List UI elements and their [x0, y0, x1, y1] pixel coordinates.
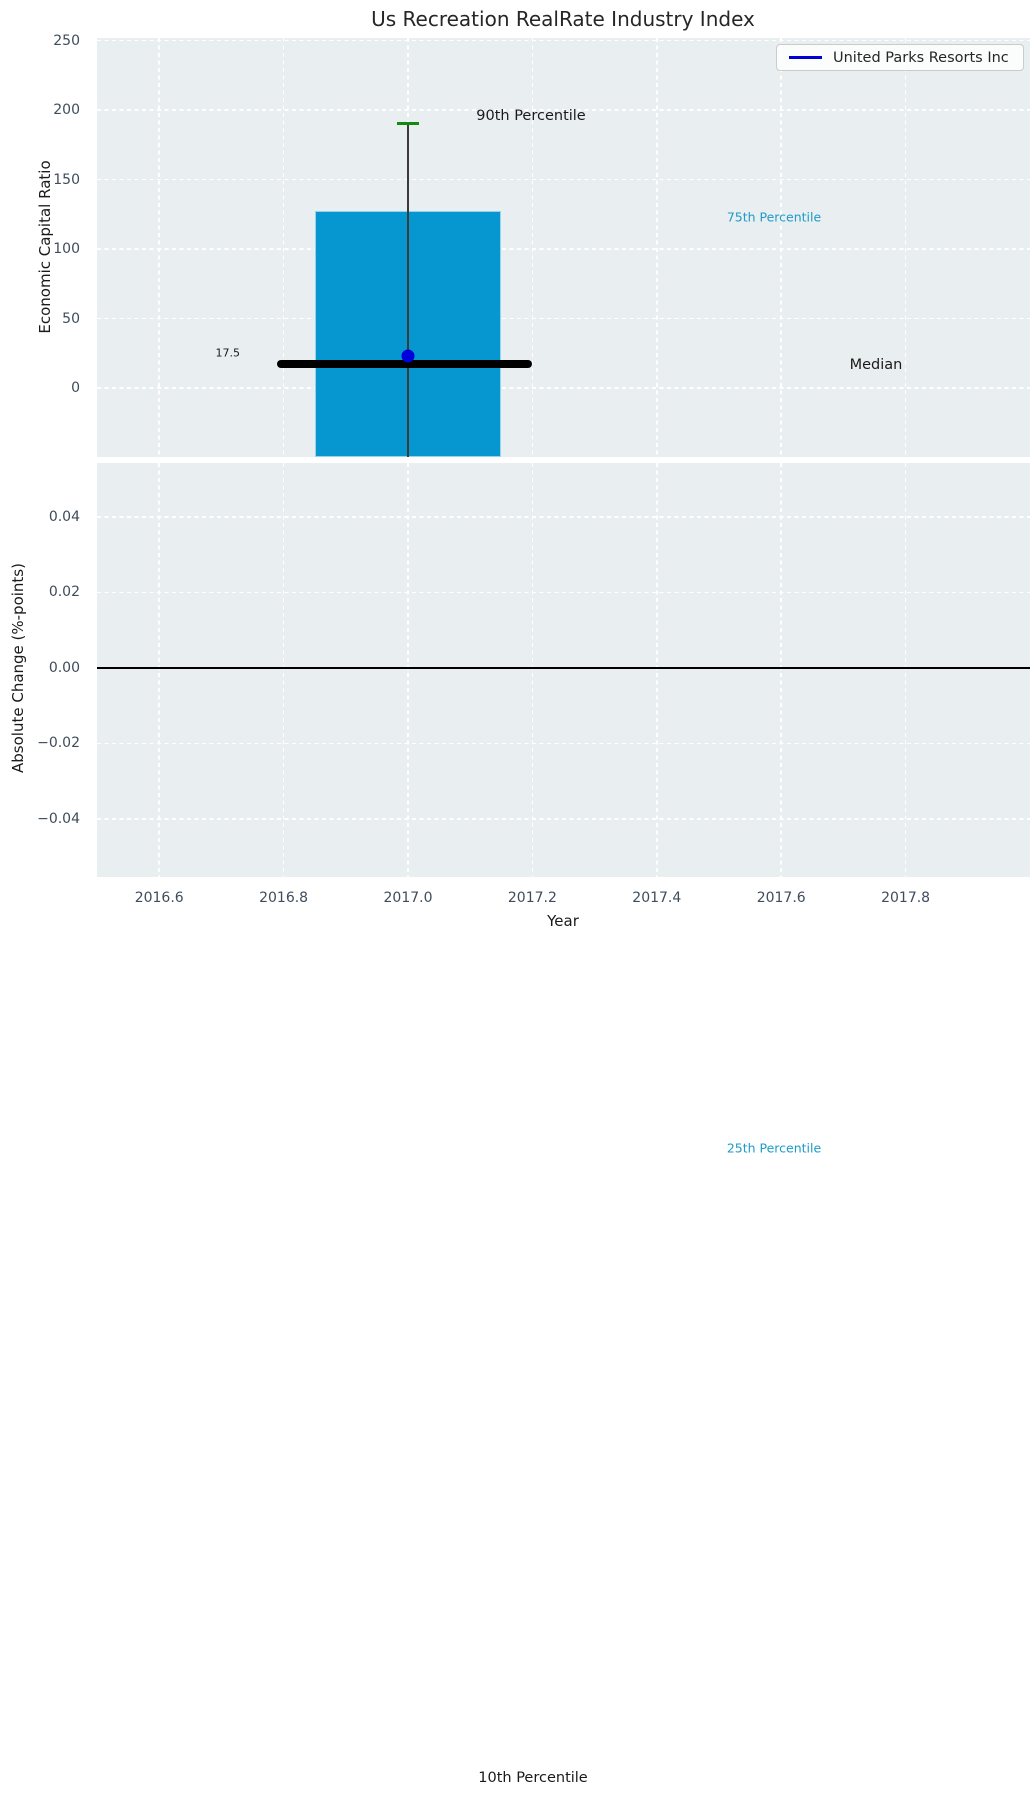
y-tick-label: 50	[62, 310, 80, 327]
v-gridline	[282, 38, 285, 457]
top-axes	[97, 38, 1030, 457]
h-gridline	[97, 317, 1030, 320]
h-gridline	[97, 387, 1030, 389]
legend-label: United Parks Resorts Inc	[833, 49, 1009, 66]
chart-title: Us Recreation RealRate Industry Index	[371, 7, 755, 31]
x-tick-label: 2017.4	[632, 890, 682, 906]
y-tick-label: −0.04	[37, 810, 80, 827]
h-gridline	[97, 39, 1030, 42]
y-tick-label: 0.00	[48, 659, 80, 676]
x-tick-label: 2017.0	[383, 890, 433, 906]
h-gridline	[97, 516, 1030, 518]
v-gridline	[656, 463, 658, 877]
v-gridline	[407, 463, 409, 877]
y-tick-label: 0.04	[48, 508, 80, 525]
x-tick-label: 2017.6	[756, 890, 806, 906]
annotation-90th-percentile: 90th Percentile	[476, 108, 586, 124]
v-gridline	[158, 38, 160, 457]
v-gridline	[531, 463, 534, 877]
y-tick-label: −0.02	[37, 735, 80, 752]
y-tick-label: 200	[53, 102, 80, 118]
annotation-median: Median	[849, 357, 903, 373]
v-gridline	[531, 38, 534, 457]
whisker-line	[407, 123, 409, 457]
x-tick-label: 2016.6	[134, 890, 184, 906]
h-gridline	[97, 109, 1030, 111]
y-tick-label: 0	[71, 380, 80, 397]
zero-line	[97, 667, 1030, 669]
v-gridline	[780, 38, 782, 457]
x-tick-label: 2017.2	[507, 890, 557, 906]
annotation-median-value: 17.5	[215, 346, 241, 360]
x-axis-label: Year	[547, 912, 579, 930]
top-y-axis-label: Economic Capital Ratio	[36, 160, 54, 334]
h-gridline	[97, 178, 1030, 181]
v-gridline	[282, 463, 285, 877]
y-tick-label: 150	[53, 171, 80, 188]
annotation-25th-percentile: 25th Percentile	[726, 1140, 822, 1156]
legend: United Parks Resorts Inc	[776, 44, 1024, 71]
x-tick-label: 2017.8	[881, 890, 931, 906]
p90-cap	[397, 122, 419, 126]
legend-line-swatch	[789, 56, 822, 59]
bottom-y-axis-label: Absolute Change (%-points)	[9, 563, 27, 773]
h-gridline	[97, 818, 1030, 820]
y-tick-label: 0.02	[48, 584, 80, 601]
x-tick-label: 2016.8	[259, 890, 309, 906]
v-gridline	[656, 38, 658, 457]
v-gridline	[158, 463, 160, 877]
median-line	[277, 359, 533, 368]
h-gridline	[97, 248, 1030, 250]
bottom-axes	[97, 463, 1030, 877]
y-tick-label: 250	[53, 32, 80, 49]
h-gridline	[97, 742, 1030, 745]
annotation-75th-percentile: 75th Percentile	[726, 209, 822, 225]
v-gridline	[780, 463, 782, 877]
v-gridline	[904, 463, 907, 877]
y-tick-label: 100	[53, 241, 80, 258]
v-gridline	[904, 38, 907, 457]
annotation-10th-percentile: 10th Percentile	[478, 1770, 588, 1786]
h-gridline	[97, 591, 1030, 594]
company-point	[401, 349, 415, 363]
